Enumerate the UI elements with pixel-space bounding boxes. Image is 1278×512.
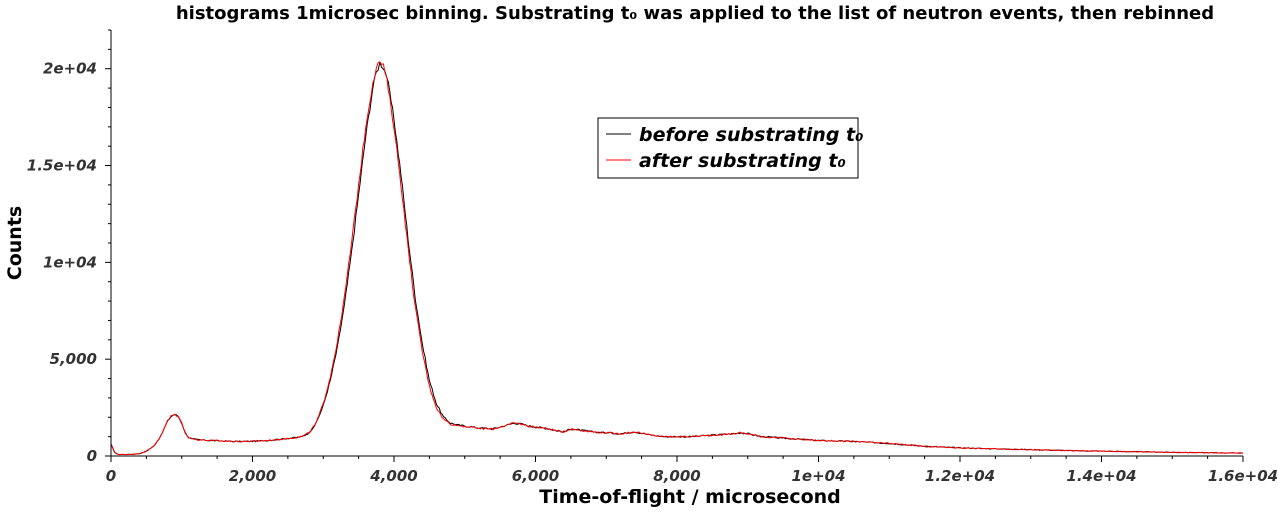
y-axis-label: Counts (4, 206, 26, 280)
legend-box (597, 117, 859, 179)
y-ticks: 0 5,000 1e+04 1.5e+04 2e+04 (27, 29, 111, 465)
x-tick-label: 6,000 (512, 467, 559, 485)
legend-label-after: after substrating t₀ (639, 150, 846, 172)
x-tick-label: 2,000 (229, 467, 276, 485)
chart-title: histograms 1microsec binning. Substratin… (176, 3, 1214, 24)
legend-label-before: before substrating t₀ (639, 124, 863, 146)
x-tick-label: 4,000 (369, 467, 417, 485)
y-tick-label: 2e+04 (43, 60, 97, 78)
series-line-1 (110, 61, 1244, 456)
y-tick-label: 1e+04 (43, 253, 97, 271)
legend: before substrating t₀ after substrating … (597, 117, 863, 179)
y-tick-label: 5,000 (50, 350, 97, 368)
x-axis-label: Time-of-flight / microsecond (539, 486, 841, 508)
series-layer (110, 61, 1244, 456)
y-tick-label: 0 (87, 447, 97, 465)
plot-area: 0 2,000 4,000 6,000 8,000 1e+04 1.2e+04 1.4e+04… (27, 29, 1278, 485)
x-tick-label: 1e+04 (791, 467, 845, 485)
y-tick-label: 1.5e+04 (27, 157, 97, 175)
x-tick-label: 1.6e+04 (1208, 467, 1278, 485)
x-tick-label: 1.2e+04 (925, 467, 995, 485)
x-tick-label: 1.4e+04 (1066, 467, 1136, 485)
x-tick-label: 0 (106, 467, 116, 485)
x-tick-label: 8,000 (653, 467, 700, 485)
x-ticks: 0 2,000 4,000 6,000 8,000 1e+04 1.2e+04 1.4e+04… (106, 456, 1278, 485)
